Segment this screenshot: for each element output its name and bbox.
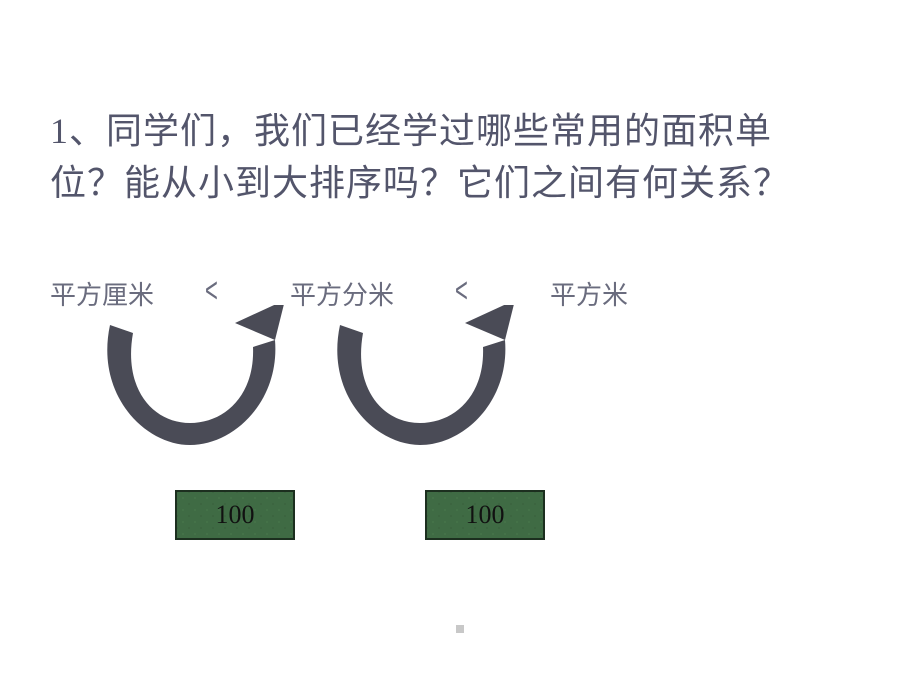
footer-dot-icon [456, 625, 464, 633]
unit-m2: 平方米 [550, 275, 628, 312]
arrow-2 [305, 305, 525, 445]
question-line2: 位？能从小到大排序吗？它们之间有何关系？ [50, 162, 790, 203]
question-line1: 同学们，我们已经学过哪些常用的面积单 [106, 110, 772, 151]
arrow-1 [75, 305, 295, 445]
value-1: 100 [216, 500, 255, 530]
question-number: 1 [50, 111, 69, 151]
value-box-2: 100 [425, 490, 545, 540]
question-text: 1、同学们，我们已经学过哪些常用的面积单 位？能从小到大排序吗？它们之间有何关系… [50, 105, 870, 209]
curved-arrow-icon [305, 305, 525, 455]
slide: 1、同学们，我们已经学过哪些常用的面积单 位？能从小到大排序吗？它们之间有何关系… [0, 0, 920, 690]
question-sep: 、 [69, 110, 106, 151]
value-2: 100 [466, 500, 505, 530]
curved-arrow-icon [75, 305, 295, 455]
value-box-1: 100 [175, 490, 295, 540]
